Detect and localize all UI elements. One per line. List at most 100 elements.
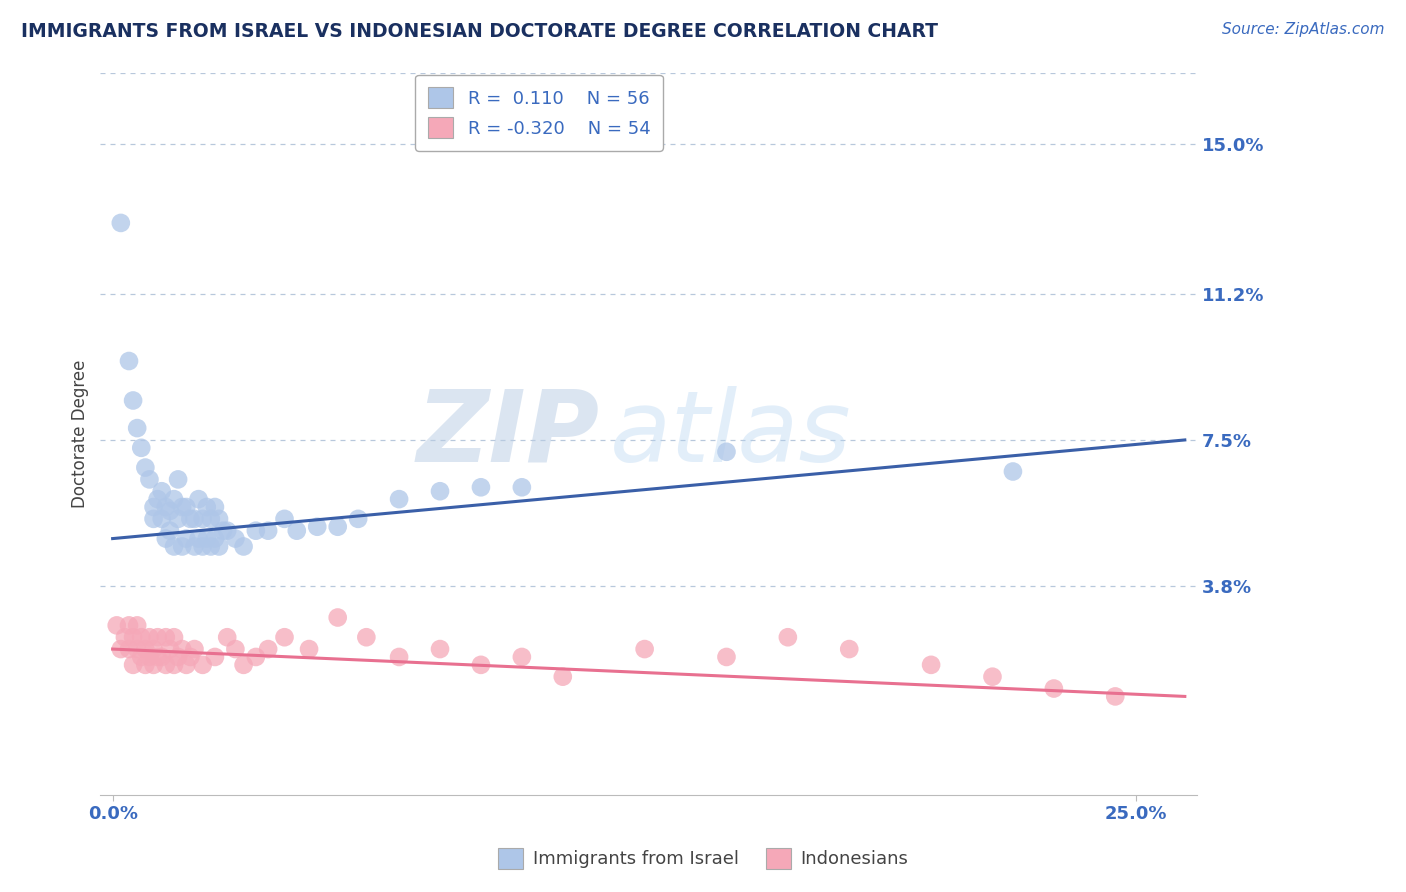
Point — [134, 642, 156, 657]
Point — [273, 630, 295, 644]
Point — [174, 532, 197, 546]
Point — [179, 512, 201, 526]
Point — [146, 630, 169, 644]
Point — [510, 480, 533, 494]
Point — [127, 421, 149, 435]
Point — [150, 650, 173, 665]
Point — [163, 492, 186, 507]
Point — [167, 512, 190, 526]
Text: IMMIGRANTS FROM ISRAEL VS INDONESIAN DOCTORATE DEGREE CORRELATION CHART: IMMIGRANTS FROM ISRAEL VS INDONESIAN DOC… — [21, 22, 938, 41]
Point — [138, 472, 160, 486]
Point — [142, 642, 165, 657]
Point — [776, 630, 799, 644]
Point — [191, 512, 214, 526]
Point — [146, 650, 169, 665]
Point — [142, 500, 165, 514]
Point — [204, 532, 226, 546]
Y-axis label: Doctorate Degree: Doctorate Degree — [72, 359, 89, 508]
Point — [110, 642, 132, 657]
Point — [172, 500, 194, 514]
Point — [1104, 690, 1126, 704]
Point — [129, 630, 152, 644]
Point — [167, 472, 190, 486]
Point — [150, 512, 173, 526]
Point — [273, 512, 295, 526]
Point — [429, 642, 451, 657]
Point — [716, 444, 738, 458]
Point — [163, 540, 186, 554]
Point — [183, 512, 205, 526]
Point — [159, 642, 181, 657]
Point — [245, 650, 267, 665]
Point — [183, 642, 205, 657]
Point — [920, 657, 942, 672]
Point — [142, 512, 165, 526]
Point — [208, 512, 231, 526]
Point — [204, 500, 226, 514]
Point — [155, 657, 177, 672]
Point — [129, 650, 152, 665]
Point — [470, 480, 492, 494]
Point — [429, 484, 451, 499]
Point — [195, 532, 218, 546]
Point — [551, 670, 574, 684]
Point — [187, 492, 209, 507]
Point — [174, 657, 197, 672]
Point — [470, 657, 492, 672]
Point — [232, 540, 254, 554]
Point — [110, 216, 132, 230]
Point — [172, 642, 194, 657]
Point — [122, 630, 145, 644]
Point — [1043, 681, 1066, 696]
Legend: Immigrants from Israel, Indonesians: Immigrants from Israel, Indonesians — [491, 840, 915, 876]
Point — [127, 618, 149, 632]
Point — [388, 492, 411, 507]
Point — [232, 657, 254, 672]
Point — [187, 532, 209, 546]
Point — [118, 618, 141, 632]
Point — [134, 460, 156, 475]
Point — [208, 540, 231, 554]
Point — [146, 492, 169, 507]
Point — [245, 524, 267, 538]
Point — [356, 630, 378, 644]
Point — [118, 354, 141, 368]
Point — [105, 618, 128, 632]
Point — [155, 532, 177, 546]
Point — [150, 484, 173, 499]
Point — [179, 650, 201, 665]
Point — [347, 512, 370, 526]
Point — [183, 540, 205, 554]
Point — [163, 657, 186, 672]
Point — [142, 657, 165, 672]
Point — [326, 610, 349, 624]
Point — [388, 650, 411, 665]
Point — [212, 524, 235, 538]
Point — [981, 670, 1004, 684]
Point — [257, 524, 280, 538]
Point — [200, 540, 222, 554]
Point — [129, 441, 152, 455]
Point — [114, 630, 136, 644]
Point — [127, 642, 149, 657]
Text: ZIP: ZIP — [416, 385, 599, 483]
Point — [298, 642, 321, 657]
Point — [257, 642, 280, 657]
Point — [167, 650, 190, 665]
Point — [200, 512, 222, 526]
Point — [326, 520, 349, 534]
Point — [191, 657, 214, 672]
Point — [138, 630, 160, 644]
Point — [155, 630, 177, 644]
Point — [224, 642, 246, 657]
Point — [1001, 465, 1024, 479]
Point — [307, 520, 329, 534]
Point — [191, 540, 214, 554]
Point — [285, 524, 308, 538]
Point — [716, 650, 738, 665]
Point — [633, 642, 655, 657]
Text: Source: ZipAtlas.com: Source: ZipAtlas.com — [1222, 22, 1385, 37]
Legend: R =  0.110    N = 56, R = -0.320    N = 54: R = 0.110 N = 56, R = -0.320 N = 54 — [415, 75, 662, 151]
Point — [134, 657, 156, 672]
Point — [195, 500, 218, 514]
